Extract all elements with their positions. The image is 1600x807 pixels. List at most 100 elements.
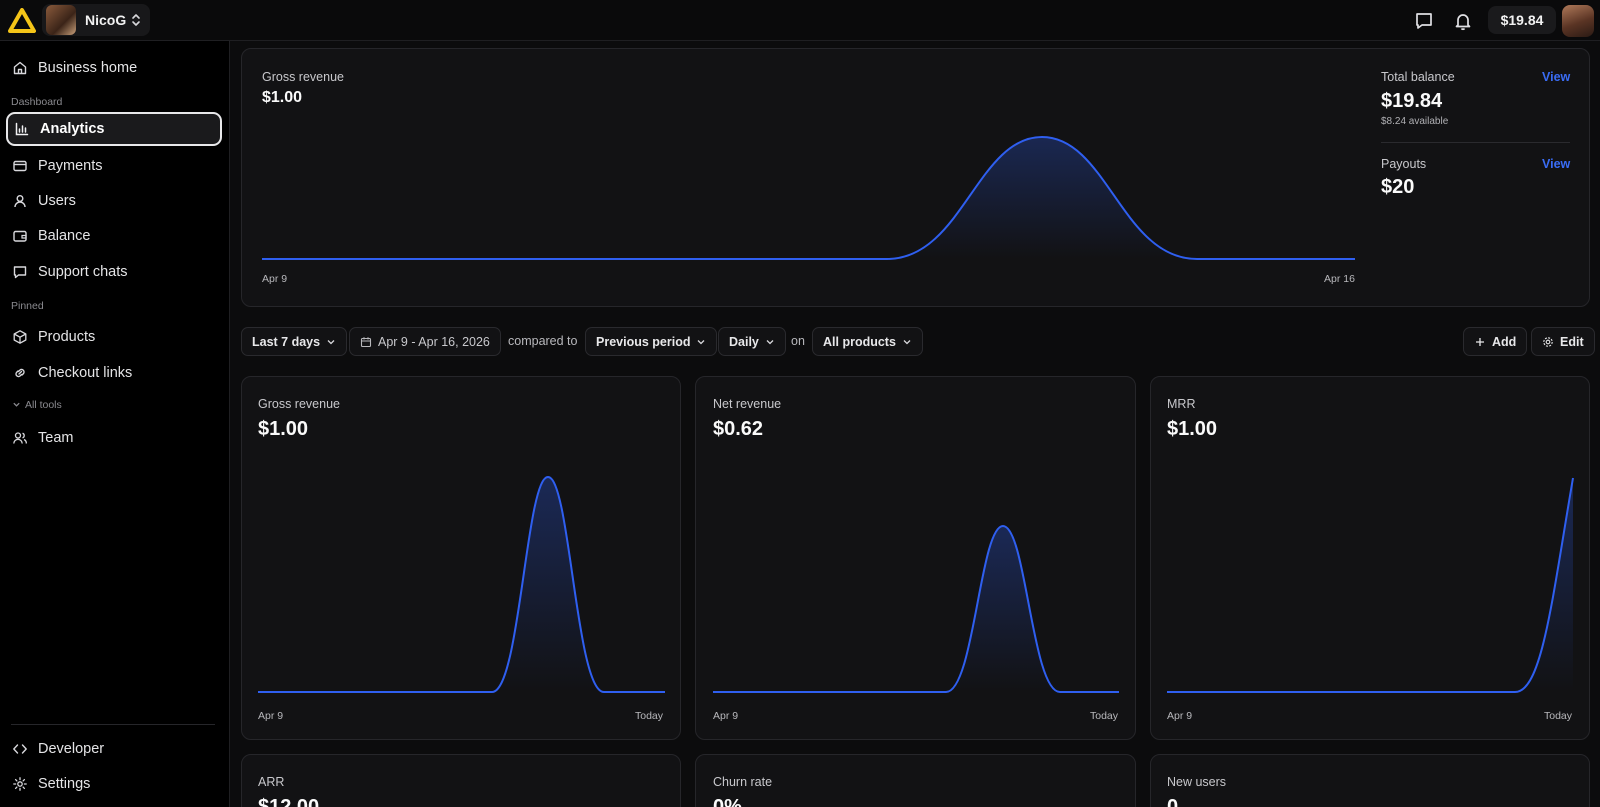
date-range-picker[interactable]: Apr 9 - Apr 16, 2026 xyxy=(349,327,501,356)
sidebar-item-team[interactable]: Team xyxy=(6,421,222,455)
range-select-label: Last 7 days xyxy=(252,334,321,349)
sidebar-item-business-home[interactable]: Business home xyxy=(6,51,222,85)
overview-end-label: Apr 16 xyxy=(1324,273,1355,285)
payouts-title: Payouts xyxy=(1381,157,1427,171)
plus-icon xyxy=(1476,337,1484,346)
metric-start-label: Apr 9 xyxy=(258,710,284,722)
bar-chart-icon xyxy=(15,122,29,136)
wallet-icon xyxy=(13,230,27,242)
metric-value: $1.00 xyxy=(1167,418,1218,440)
view-balance-link[interactable]: View xyxy=(1542,70,1571,84)
section-label-all-tools[interactable]: All tools xyxy=(25,399,62,411)
add-widget-button[interactable]: Add xyxy=(1463,327,1528,356)
chat-icon[interactable] xyxy=(1413,10,1435,32)
total-balance-title: Total balance xyxy=(1381,70,1455,84)
products-select[interactable]: All products xyxy=(812,327,923,356)
chevron-down-icon xyxy=(327,339,335,344)
sidebar-item-products[interactable]: Products xyxy=(6,320,222,354)
overview-value: $1.00 xyxy=(262,89,303,106)
metric-end-label: Today xyxy=(1544,710,1573,722)
metric-start-label: Apr 9 xyxy=(713,710,739,722)
metric-card-arr[interactable] xyxy=(241,754,681,807)
gear-icon xyxy=(13,777,27,791)
team-icon xyxy=(13,432,27,444)
chevron-down-icon xyxy=(698,339,705,344)
metric-card-mrr[interactable] xyxy=(1150,376,1590,740)
metric-card-gross-revenue[interactable] xyxy=(241,376,681,740)
available-balance-note: $8.24 available xyxy=(1381,116,1449,127)
metric-title: Net revenue xyxy=(713,397,782,411)
metric-value: 0 xyxy=(1167,796,1179,807)
workspace-avatar xyxy=(46,5,76,35)
comparison-select-label: Previous period xyxy=(596,334,691,349)
sidebar-item-balance[interactable]: Balance xyxy=(6,219,222,253)
home-icon xyxy=(13,61,27,75)
link-icon xyxy=(15,368,25,378)
range-select[interactable]: Last 7 days xyxy=(241,327,348,356)
metric-title: Gross revenue xyxy=(258,397,340,411)
code-icon xyxy=(13,744,27,754)
products-select-label: All products xyxy=(823,334,896,349)
interval-select[interactable]: Daily xyxy=(718,327,786,356)
bell-icon[interactable] xyxy=(1452,10,1474,32)
metric-chart-mrr xyxy=(1167,477,1574,693)
metric-start-label: Apr 9 xyxy=(1167,710,1193,722)
top-bar: NicoG $19.84 xyxy=(0,0,1600,41)
sidebar-item-label: Checkout links xyxy=(38,365,133,381)
sidebar-item-developer[interactable]: Developer xyxy=(6,732,222,766)
metric-value: $12.00 xyxy=(258,796,320,807)
calendar-icon xyxy=(360,336,372,347)
sidebar-item-payments[interactable]: Payments xyxy=(6,149,222,183)
sidebar-item-checkout-links[interactable]: Checkout links xyxy=(6,356,222,390)
compared-to-label: compared to xyxy=(508,334,578,348)
sidebar-item-settings[interactable]: Settings xyxy=(6,767,222,801)
chevron-up-down-icon xyxy=(132,14,140,26)
sidebar-item-users[interactable]: Users xyxy=(6,184,222,218)
metric-chart-area xyxy=(1167,478,1573,692)
section-label-dashboard: Dashboard xyxy=(11,96,63,108)
metric-chart-line xyxy=(713,524,1119,693)
view-payouts-link[interactable]: View xyxy=(1542,157,1571,171)
metric-card-new-users[interactable] xyxy=(1150,754,1590,807)
metric-card-churn-rate[interactable] xyxy=(695,754,1136,807)
sidebar-item-support-chats[interactable]: Support chats xyxy=(6,255,222,289)
metric-title: Churn rate xyxy=(713,775,773,789)
chevron-down-icon xyxy=(766,339,774,344)
sidebar-item-label: Payments xyxy=(38,158,103,174)
metric-title: MRR xyxy=(1167,397,1196,411)
edit-dashboard-button[interactable]: Edit xyxy=(1531,327,1595,356)
sidebar-item-analytics[interactable]: Analytics xyxy=(6,112,222,146)
metric-value: $1.00 xyxy=(258,418,309,440)
metric-card-net-revenue[interactable] xyxy=(695,376,1136,740)
credit-card-icon xyxy=(13,160,27,172)
overview-chart-line xyxy=(262,135,1355,260)
sidebar-item-label: Products xyxy=(38,329,96,345)
edit-button-label: Edit xyxy=(1560,334,1584,349)
gear-icon xyxy=(1543,336,1553,347)
metric-title: ARR xyxy=(258,775,285,789)
sidebar-item-label: Balance xyxy=(38,228,91,244)
workspace-name: NicoG xyxy=(85,12,127,28)
metric-end-label: Today xyxy=(1090,710,1119,722)
metric-chart-net-revenue xyxy=(713,524,1119,693)
metric-value: $0.62 xyxy=(713,418,764,440)
chevron-down-icon[interactable] xyxy=(12,400,21,409)
comparison-select[interactable]: Previous period xyxy=(585,327,718,356)
overview-chart-area xyxy=(262,137,1355,259)
logo-icon[interactable] xyxy=(8,8,36,34)
sidebar-item-label: Team xyxy=(38,430,74,446)
user-avatar[interactable] xyxy=(1562,5,1594,37)
overview-start-label: Apr 9 xyxy=(262,273,288,285)
balance-button[interactable]: $19.84 xyxy=(1488,6,1556,34)
metric-title: New users xyxy=(1167,775,1227,789)
sidebar-item-label: Business home xyxy=(38,60,138,76)
sidebar-item-label: Analytics xyxy=(40,121,105,137)
metric-value: 0% xyxy=(713,796,742,807)
interval-select-label: Daily xyxy=(729,334,759,349)
chevron-down-icon xyxy=(903,339,911,344)
metric-chart-area xyxy=(258,477,665,692)
balance-divider xyxy=(1381,142,1570,143)
overview-card xyxy=(241,48,1590,307)
total-balance-value: $19.84 xyxy=(1381,90,1443,112)
section-label-pinned: Pinned xyxy=(11,300,44,312)
